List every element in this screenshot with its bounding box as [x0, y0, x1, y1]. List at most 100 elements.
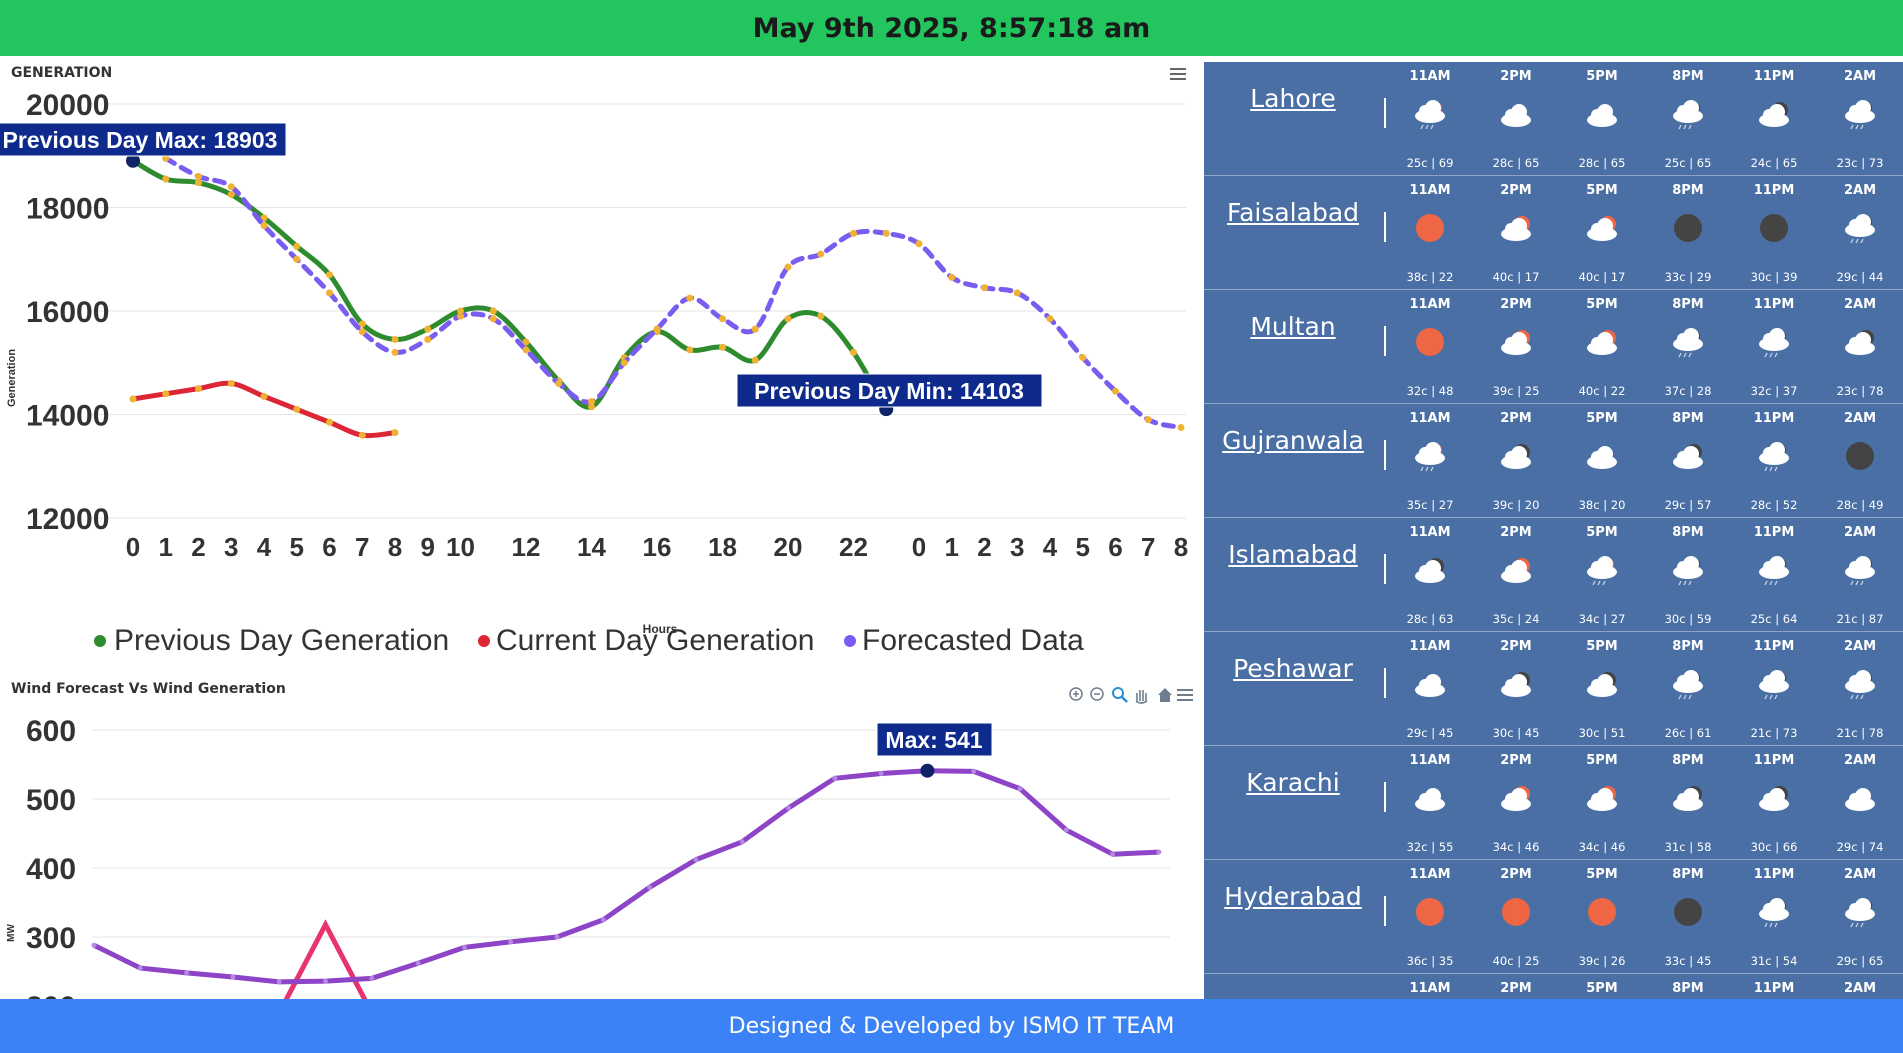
forecast-temp-humidity: 25c | 65 — [1664, 156, 1712, 170]
forecast-time: 11AM — [1409, 297, 1451, 312]
forecast-slot: 11AM — [1390, 974, 1470, 999]
forecast-slot: 2PM 35c | 24 — [1476, 518, 1556, 631]
data-point — [424, 335, 432, 343]
data-point — [195, 172, 202, 180]
forecast-slot: 2AM 29c | 65 — [1820, 860, 1900, 973]
data-point — [1046, 315, 1054, 323]
data-point — [293, 255, 301, 263]
data-point — [162, 175, 170, 183]
data-point — [137, 965, 143, 971]
forecast-slot: 11PM 32c | 37 — [1734, 290, 1814, 403]
forecast-slot: 11PM 30c | 39 — [1734, 176, 1814, 289]
forecast-time: 5PM — [1586, 297, 1618, 312]
data-point — [719, 315, 726, 323]
forecast-time: 2PM — [1500, 69, 1532, 84]
home-reset-icon[interactable] — [1158, 688, 1172, 702]
forecast-slot: 2PM 40c | 25 — [1476, 860, 1556, 973]
forecast-slot: 11AM 28c | 63 — [1390, 518, 1470, 631]
forecast-time: 11PM — [1753, 753, 1795, 768]
max-annotation-label: Previous Day Max: 18903 — [3, 127, 278, 153]
forecast-temp-humidity: 39c | 25 — [1492, 384, 1540, 398]
data-point — [358, 328, 366, 336]
x-axis-label: Hours — [643, 622, 678, 636]
series-line-previous-day — [130, 158, 889, 412]
x-tick-label: 8 — [1174, 532, 1188, 562]
city-name-link[interactable]: Lahore — [1250, 84, 1336, 113]
forecast-time: 2AM — [1843, 639, 1877, 654]
city-row: Karachi 11AM 32c | 55 2PM 34c | 46 5PM 34c | 4… — [1204, 746, 1903, 860]
hamburger-menu-icon[interactable] — [1170, 68, 1186, 80]
forecast-time: 11PM — [1753, 639, 1795, 654]
data-point — [457, 312, 464, 320]
pan-icon[interactable] — [1135, 690, 1148, 704]
data-point — [227, 183, 235, 191]
forecast-temp-humidity: 39c | 20 — [1492, 498, 1540, 512]
rain-sun-icon — [1412, 438, 1448, 474]
forecast-slot: 8PM — [1648, 974, 1728, 999]
forecast-time: 11PM — [1753, 183, 1795, 198]
y-tick-label: 500 — [26, 784, 76, 817]
forecast-temp-humidity: 34c | 27 — [1578, 612, 1626, 626]
forecast-temp-humidity: 25c | 64 — [1750, 612, 1798, 626]
legend-marker[interactable] — [478, 635, 490, 647]
city-name-link[interactable]: Multan — [1250, 312, 1336, 341]
x-tick-label: 3 — [224, 532, 238, 562]
city-row: Peshawar 11AM 29c | 45 2PM 30c | 45 5PM 30c | … — [1204, 632, 1903, 746]
data-point — [600, 917, 606, 923]
data-point — [555, 379, 563, 387]
data-point — [260, 392, 268, 400]
data-point — [817, 312, 825, 320]
hamburger-menu-icon[interactable] — [1177, 689, 1193, 701]
city-name-link[interactable]: Faisalabad — [1226, 198, 1360, 227]
legend-marker[interactable] — [844, 635, 856, 647]
legend-marker[interactable] — [94, 635, 106, 647]
x-tick-label: 9 — [421, 532, 435, 562]
y-axis-label: MW — [6, 924, 17, 942]
forecast-time: 2AM — [1843, 981, 1877, 996]
forecast-slot: 11PM 30c | 66 — [1734, 746, 1814, 859]
city-name-link[interactable]: Peshawar — [1233, 654, 1353, 683]
forecast-temp-humidity: 30c | 66 — [1750, 840, 1798, 854]
rain-moon-icon — [1670, 324, 1706, 360]
forecast-slot: 11AM 25c | 69 — [1390, 62, 1470, 175]
data-point — [1013, 289, 1021, 297]
city-name-link[interactable]: Gujranwala — [1222, 426, 1364, 455]
data-point — [832, 775, 838, 781]
legend-item[interactable]: Current Day Generation — [496, 624, 815, 657]
zoom-out-icon[interactable] — [1090, 687, 1104, 701]
sun-icon — [1412, 210, 1448, 246]
city-name-link[interactable]: Islamabad — [1228, 540, 1358, 569]
data-point — [415, 960, 421, 966]
selection-zoom-icon[interactable] — [1112, 687, 1128, 703]
forecast-temp-humidity: 40c | 22 — [1578, 384, 1626, 398]
forecast-time: 5PM — [1586, 867, 1618, 882]
footer-bar: Designed & Developed by ISMO IT TEAM — [0, 999, 1903, 1053]
menu-bar — [1170, 78, 1186, 80]
x-tick-label: 2 — [977, 532, 991, 562]
forecast-slot: 11PM — [1734, 974, 1814, 999]
generation-chart-title: GENERATION — [11, 65, 113, 81]
legend-item[interactable]: Forecasted Data — [862, 624, 1084, 657]
data-point — [915, 240, 923, 248]
city-name-link[interactable]: Hyderabad — [1224, 882, 1362, 911]
forecast-slot: 2PM 39c | 20 — [1476, 404, 1556, 517]
series-line-forecast — [163, 155, 1184, 430]
forecast-temp-humidity: 21c | 73 — [1750, 726, 1798, 740]
x-tick-label: 7 — [355, 532, 369, 562]
data-point — [391, 335, 399, 343]
forecast-temp-humidity: 28c | 65 — [1578, 156, 1626, 170]
forecast-slot: 8PM 29c | 57 — [1648, 404, 1728, 517]
zoom-in-icon[interactable] — [1069, 687, 1083, 701]
forecast-time: 5PM — [1586, 525, 1618, 540]
y-tick-label: 600 — [26, 715, 76, 748]
forecast-temp-humidity: 29c | 44 — [1836, 270, 1884, 284]
legend-item[interactable]: Previous Day Generation — [114, 624, 449, 657]
city-name-link[interactable]: Karachi — [1246, 768, 1340, 797]
forecast-slot: 8PM 30c | 59 — [1648, 518, 1728, 631]
city-row: Islamabad 11AM 28c | 63 2PM 35c | 24 5PM 34c |… — [1204, 518, 1903, 632]
forecast-slot: 2AM 29c | 74 — [1820, 746, 1900, 859]
city-divider — [1384, 212, 1386, 242]
forecast-slot: 5PM — [1562, 974, 1642, 999]
max-marker — [126, 153, 140, 168]
